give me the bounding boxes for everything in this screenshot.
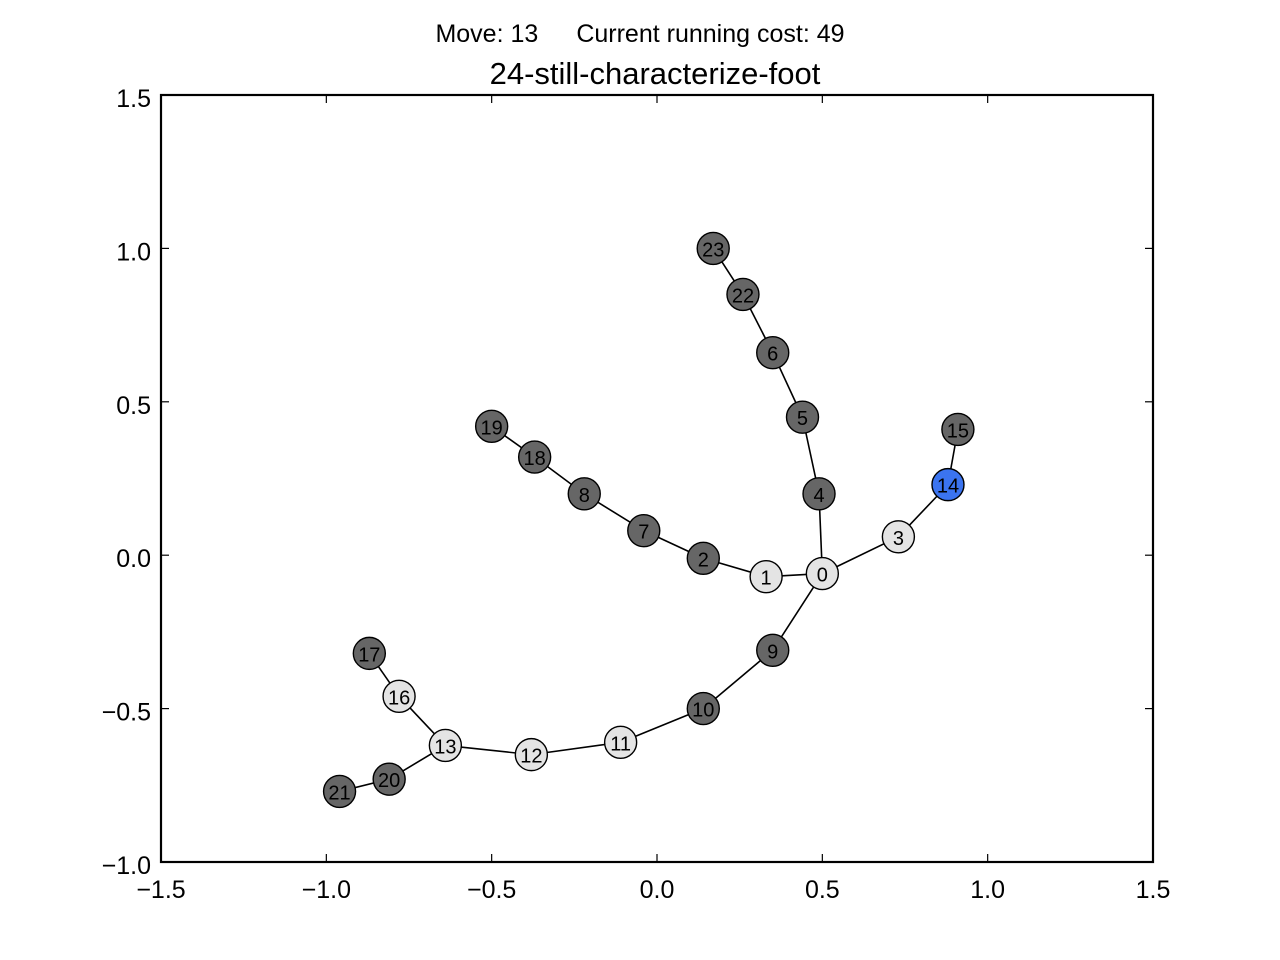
node-marker bbox=[756, 336, 790, 370]
node-marker bbox=[517, 440, 552, 474]
node-marker bbox=[627, 513, 661, 548]
node-label: 2 bbox=[698, 549, 709, 571]
graph-node[interactable]: 1 bbox=[749, 559, 783, 594]
x-tick-label: 1.5 bbox=[1136, 876, 1171, 904]
move-label: Move: bbox=[435, 20, 504, 48]
graph-node[interactable]: 20 bbox=[372, 762, 406, 796]
node-marker bbox=[941, 412, 975, 447]
graph-node[interactable]: 9 bbox=[756, 633, 790, 668]
node-marker bbox=[567, 477, 601, 511]
node-marker bbox=[322, 774, 357, 809]
node-label: 18 bbox=[524, 448, 546, 470]
plot-area bbox=[159, 93, 1155, 864]
node-marker bbox=[372, 762, 406, 796]
node-marker bbox=[686, 691, 720, 726]
node-label: 11 bbox=[610, 733, 631, 755]
graph-node[interactable]: 14 bbox=[931, 467, 965, 502]
node-label: 16 bbox=[388, 687, 410, 709]
graph-node[interactable]: 11 bbox=[603, 725, 638, 760]
graph-node[interactable]: 21 bbox=[322, 774, 357, 809]
node-marker bbox=[931, 467, 965, 502]
graph-node[interactable]: 2 bbox=[686, 541, 720, 575]
graph-node[interactable]: 0 bbox=[805, 556, 840, 591]
graph-node[interactable]: 22 bbox=[726, 277, 760, 312]
graph-node[interactable]: 5 bbox=[785, 400, 820, 434]
node-label: 17 bbox=[358, 644, 380, 666]
node-label: 1 bbox=[761, 568, 772, 590]
y-tick-label: 0.0 bbox=[116, 545, 151, 573]
graph-node[interactable]: 7 bbox=[627, 513, 661, 548]
y-tick-label: −1.0 bbox=[102, 852, 151, 880]
node-marker bbox=[428, 728, 463, 763]
node-marker bbox=[785, 400, 820, 434]
node-label: 13 bbox=[434, 736, 456, 758]
node-marker bbox=[756, 633, 790, 668]
node-marker bbox=[881, 520, 916, 554]
graph-node[interactable]: 17 bbox=[352, 636, 387, 671]
node-marker bbox=[726, 277, 760, 312]
node-label: 3 bbox=[893, 528, 904, 550]
y-tick-label: 1.0 bbox=[116, 238, 151, 266]
graph-node[interactable]: 6 bbox=[756, 336, 790, 370]
node-marker bbox=[514, 737, 549, 772]
node-label: 8 bbox=[579, 485, 590, 507]
node-label: 4 bbox=[813, 485, 824, 507]
graph-node[interactable]: 19 bbox=[474, 409, 509, 444]
node-marker bbox=[805, 556, 840, 591]
graph-node[interactable]: 4 bbox=[802, 477, 836, 511]
node-marker bbox=[696, 231, 730, 266]
chart-title: 24-still-characterize-foot bbox=[489, 56, 821, 91]
node-marker bbox=[474, 409, 509, 444]
status-line: Move: 13 Current running cost: 49 bbox=[0, 20, 1280, 49]
node-label: 20 bbox=[378, 770, 400, 792]
graph-node[interactable]: 13 bbox=[428, 728, 463, 763]
node-label: 15 bbox=[947, 420, 969, 442]
node-label: 19 bbox=[481, 417, 503, 439]
graph-node[interactable]: 15 bbox=[941, 412, 975, 447]
y-tick-label: 0.5 bbox=[116, 392, 151, 420]
x-tick-label: −0.5 bbox=[467, 876, 516, 904]
graph-node[interactable]: 18 bbox=[517, 440, 552, 474]
node-marker bbox=[802, 477, 836, 511]
x-tick-label: −1.0 bbox=[302, 876, 351, 904]
node-marker bbox=[749, 559, 783, 594]
graph-node[interactable]: 23 bbox=[696, 231, 730, 266]
cost-value: 49 bbox=[816, 20, 845, 48]
graph-node[interactable]: 16 bbox=[382, 679, 416, 714]
node-label: 22 bbox=[732, 285, 754, 307]
node-label: 23 bbox=[702, 239, 724, 261]
node-marker bbox=[603, 725, 638, 760]
graph-node[interactable]: 12 bbox=[514, 737, 549, 772]
node-marker bbox=[686, 541, 720, 575]
node-label: 12 bbox=[520, 746, 542, 768]
node-label: 5 bbox=[797, 408, 808, 430]
cost-label: Current running cost: bbox=[576, 20, 810, 48]
node-label: 10 bbox=[692, 700, 714, 722]
graph-node[interactable]: 8 bbox=[567, 477, 601, 511]
x-tick-label: 0.5 bbox=[805, 876, 840, 904]
graph-node[interactable]: 10 bbox=[686, 691, 720, 726]
axis-ticks: −1.5 −1.0 −0.5 0.0 0.5 1.0 1.51.51.00.50.0−0.5… bbox=[102, 85, 1171, 904]
node-marker bbox=[382, 679, 416, 714]
node-label: 7 bbox=[638, 522, 649, 544]
node-marker bbox=[352, 636, 387, 671]
node-label: 21 bbox=[328, 782, 350, 804]
node-label: 14 bbox=[937, 476, 959, 498]
move-value: 13 bbox=[510, 20, 539, 48]
graph-node[interactable]: 3 bbox=[881, 520, 916, 554]
x-tick-label: 0.0 bbox=[640, 876, 675, 904]
node-label: 9 bbox=[767, 641, 778, 663]
y-tick-label: 1.5 bbox=[116, 85, 151, 113]
y-tick-label: −0.5 bbox=[102, 699, 151, 727]
x-tick-label: −1.5 bbox=[136, 876, 185, 904]
node-label: 0 bbox=[817, 565, 828, 587]
x-tick-label: 1.0 bbox=[970, 876, 1005, 904]
node-label: 6 bbox=[767, 344, 778, 366]
